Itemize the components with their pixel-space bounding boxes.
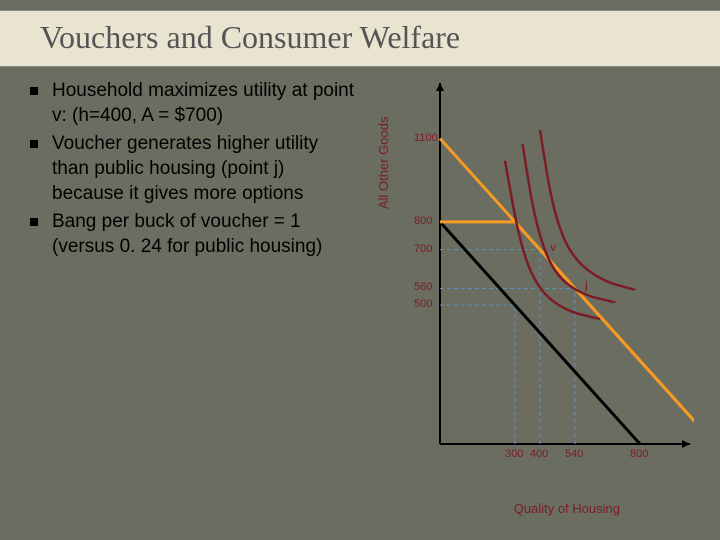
y-tick: 700	[414, 243, 432, 255]
bullet-list: Household maximizes utility at point v: …	[30, 79, 370, 530]
y-tick: 500	[414, 298, 432, 310]
x-axis-label: Quality of Housing	[514, 501, 620, 516]
slide-title: Vouchers and Consumer Welfare	[40, 19, 700, 56]
bullet-text: Household maximizes utility at point v: …	[44, 79, 360, 128]
y-tick: 800	[414, 215, 432, 227]
y-tick: 1100	[414, 132, 438, 144]
x-tick: 540	[565, 448, 583, 460]
bullet-item: Bang per buck of voucher = 1 (versus 0. …	[30, 210, 360, 259]
bullet-icon	[30, 140, 44, 206]
x-tick: 400	[530, 448, 548, 460]
bullet-text: Bang per buck of voucher = 1 (versus 0. …	[44, 210, 360, 259]
x-tick: 300	[505, 448, 523, 460]
content-area: Household maximizes utility at point v: …	[0, 67, 720, 540]
point-label: v	[550, 240, 556, 254]
y-axis-label: All Other Goods	[376, 117, 391, 210]
bullet-icon	[30, 218, 44, 259]
bullet-item: Household maximizes utility at point v: …	[30, 79, 360, 128]
slide: Vouchers and Consumer Welfare Household …	[0, 0, 720, 540]
chart-plot: 1100 800 700 560 500 300 400 540 800 v j	[414, 79, 694, 470]
y-tick: 560	[414, 281, 432, 293]
bullet-text: Voucher generates higher utility than pu…	[44, 132, 360, 206]
chart-area: All Other Goods 1100 800 700 560 500 300 400 54…	[370, 79, 700, 530]
title-bar: Vouchers and Consumer Welfare	[0, 10, 720, 67]
x-tick: 800	[630, 448, 648, 460]
bullet-icon	[30, 87, 44, 128]
point-label: j	[585, 278, 588, 292]
bullet-item: Voucher generates higher utility than pu…	[30, 132, 360, 206]
chart-svg	[414, 79, 694, 470]
